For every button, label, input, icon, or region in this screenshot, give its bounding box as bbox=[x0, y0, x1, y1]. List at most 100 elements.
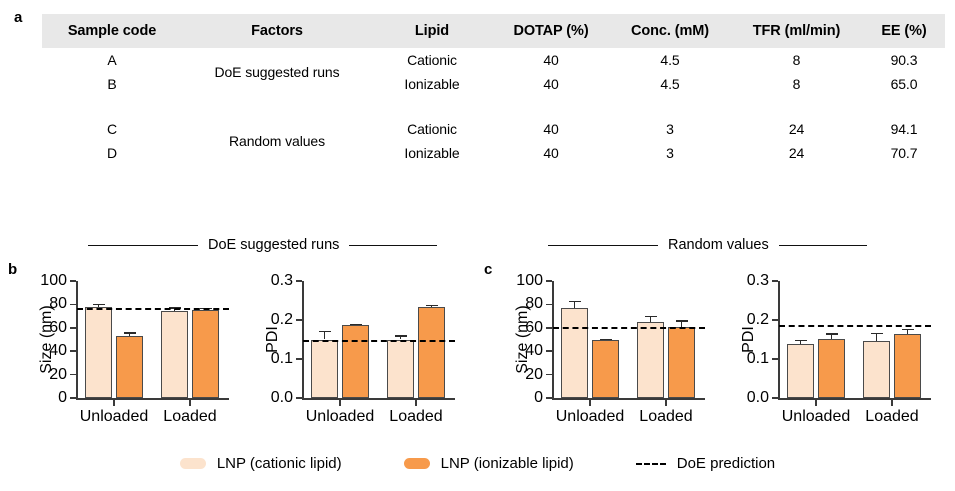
y-axis-tick-label: 40 bbox=[525, 342, 543, 360]
section-rule-left bbox=[548, 244, 658, 246]
chart-b-pdi: PDI 0.0 0.1 0.2 0.3 Unloaded Loaded bbox=[250, 272, 465, 425]
panel-letter-b: b bbox=[8, 261, 18, 278]
x-axis-line bbox=[76, 398, 229, 400]
bar-c-size-loaded-ionizable bbox=[668, 326, 695, 398]
error-bar-cap bbox=[318, 330, 331, 333]
legend-label-ionizable: LNP (ionizable lipid) bbox=[440, 455, 574, 472]
error-bar-cap bbox=[644, 316, 657, 318]
y-axis-tick-label: 80 bbox=[49, 295, 67, 313]
y-axis-tick-label: 0.2 bbox=[270, 311, 293, 328]
y-axis-line bbox=[778, 281, 780, 399]
column-header-factors: Factors bbox=[182, 14, 372, 48]
y-axis-line bbox=[552, 281, 554, 399]
y-axis-tick-label: 0.3 bbox=[746, 272, 769, 289]
panel-letter-a: a bbox=[14, 9, 23, 26]
x-axis-tick bbox=[815, 399, 817, 406]
y-axis-tick bbox=[296, 397, 302, 399]
chart-b-size: Size (nm) 0 20 40 60 80 100 Unloaded Loaded bbox=[24, 272, 239, 425]
bar-b-pdi-unloaded-cationic bbox=[311, 339, 338, 398]
y-axis-line bbox=[302, 281, 304, 399]
y-axis-tick-label: 0.1 bbox=[270, 350, 293, 367]
bar-c-pdi-loaded-ionizable bbox=[894, 333, 921, 398]
bar-b-size-unloaded-ionizable bbox=[116, 336, 143, 398]
y-axis-tick-label: 0 bbox=[534, 389, 543, 406]
legend-swatch-icon-ionizable bbox=[403, 458, 430, 469]
bar-c-size-unloaded-cationic bbox=[561, 308, 588, 398]
cell-sample-code: A bbox=[107, 52, 117, 68]
cell-tfr: 24 bbox=[788, 145, 805, 161]
x-axis-line bbox=[552, 398, 705, 400]
error-bar-line bbox=[128, 332, 131, 337]
error-bar-cap bbox=[349, 323, 362, 325]
error-bar-line bbox=[649, 316, 652, 322]
error-bar-line bbox=[399, 335, 402, 340]
chart-c-size: Size (nm) 0 20 40 60 80 100 Unloaded Loaded bbox=[500, 272, 715, 425]
cell-tfr: 8 bbox=[792, 52, 801, 68]
y-axis-tick bbox=[70, 280, 76, 282]
cell-sample-code: C bbox=[106, 121, 117, 137]
bar-b-size-loaded-ionizable bbox=[192, 309, 219, 398]
x-axis-tick-label: Unloaded bbox=[781, 408, 851, 425]
x-axis-tick bbox=[665, 399, 667, 406]
error-bar-cap bbox=[825, 333, 838, 335]
cell-lipid: Cationic bbox=[407, 52, 457, 68]
cell-factors: DoE suggested runs bbox=[214, 64, 340, 80]
x-axis-tick-label: Loaded bbox=[163, 408, 217, 425]
cell-lipid: Cationic bbox=[407, 121, 457, 137]
cell-dotap: 40 bbox=[543, 121, 559, 137]
error-bar-cap bbox=[870, 332, 883, 335]
section-title-doe: DoE suggested runs bbox=[88, 237, 438, 253]
figure-legend: LNP (cationic lipid) LNP (ionizable lipi… bbox=[0, 455, 955, 472]
error-bar-cap bbox=[599, 338, 612, 341]
prediction-reference-line bbox=[77, 307, 229, 310]
section-rule-right bbox=[349, 244, 438, 246]
x-axis-line bbox=[778, 398, 931, 400]
x-axis-tick bbox=[113, 399, 115, 406]
table-spacer-cell bbox=[42, 96, 945, 117]
y-axis-title: PDI bbox=[740, 326, 757, 353]
y-axis-tick-label: 60 bbox=[49, 318, 67, 336]
y-axis-tick bbox=[546, 350, 552, 352]
x-axis-tick-label: Unloaded bbox=[555, 408, 625, 425]
bar-b-pdi-unloaded-ionizable bbox=[342, 324, 369, 398]
x-axis-tick bbox=[415, 399, 417, 406]
error-bar-line bbox=[323, 330, 326, 340]
error-bar-cap bbox=[675, 320, 688, 322]
x-axis-tick-label: Loaded bbox=[639, 408, 693, 425]
cell-ee: 90.3 bbox=[890, 52, 918, 68]
y-axis-tick-label: 20 bbox=[49, 365, 67, 383]
section-title-doe-label: DoE suggested runs bbox=[208, 237, 340, 253]
prediction-reference-line bbox=[303, 339, 455, 342]
error-bar-line bbox=[97, 303, 100, 307]
y-axis-tick bbox=[546, 303, 552, 306]
cell-conc: 4.5 bbox=[660, 52, 680, 68]
error-bar-line bbox=[875, 332, 878, 342]
cell-lipid: Ionizable bbox=[404, 76, 460, 92]
y-axis-tick bbox=[70, 350, 76, 352]
column-header-dotap: DOTAP (%) bbox=[492, 14, 610, 48]
table-row: B Ionizable 40 4.5 8 65.0 bbox=[42, 72, 945, 96]
section-rule-left bbox=[88, 244, 198, 246]
column-header-lipid: Lipid bbox=[372, 14, 492, 48]
cell-conc: 3 bbox=[666, 145, 674, 161]
x-axis-line bbox=[302, 398, 455, 400]
error-bar-cap bbox=[794, 339, 807, 341]
bar-b-pdi-loaded-ionizable bbox=[418, 307, 445, 398]
error-bar-cap bbox=[394, 335, 407, 337]
bar-c-size-loaded-cationic bbox=[637, 321, 664, 398]
x-axis-tick bbox=[189, 399, 191, 406]
table-row: D Ionizable 40 3 24 70.7 bbox=[42, 141, 945, 165]
y-axis-tick bbox=[70, 373, 76, 376]
y-axis-tick bbox=[772, 358, 778, 360]
y-axis-tick bbox=[772, 280, 778, 282]
y-axis-tick-label: 20 bbox=[525, 365, 543, 383]
y-axis-tick-label: 60 bbox=[525, 318, 543, 336]
section-rule-right bbox=[778, 244, 867, 246]
error-bar-cap bbox=[568, 300, 581, 303]
error-bar-cap bbox=[425, 304, 438, 307]
legend-label-prediction: DoE prediction bbox=[676, 455, 776, 472]
legend-item-ionizable: LNP (ionizable lipid) bbox=[403, 455, 574, 472]
y-axis-tick-label: 0.3 bbox=[270, 272, 293, 289]
y-axis-tick bbox=[70, 397, 76, 399]
legend-item-cationic: LNP (cationic lipid) bbox=[179, 455, 342, 472]
